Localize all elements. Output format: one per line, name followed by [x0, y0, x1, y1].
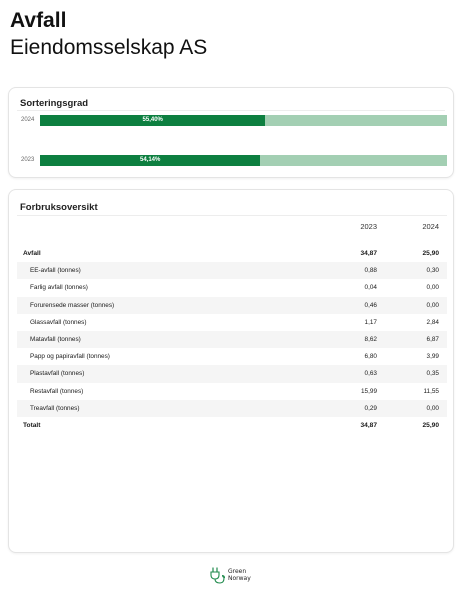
table-row[interactable]: Matavfall (tonnes) 8,62 6,87 — [17, 330, 447, 349]
row-label: EE-avfall (tonnes) — [30, 267, 81, 275]
table-header: 2023 2024 — [17, 215, 447, 245]
row-label: Plastavfall (tonnes) — [30, 370, 85, 378]
row-label: Matavfall (tonnes) — [30, 335, 81, 343]
row-value-2023: 0,29 — [364, 404, 377, 412]
plug-leaf-icon — [210, 567, 225, 584]
table-row[interactable]: Papp og papiravfall (tonnes) 6,80 3,99 — [17, 348, 447, 365]
row-value-2023: 0,04 — [364, 284, 377, 292]
row-value-2023: 15,99 — [361, 387, 377, 395]
table-row[interactable]: Treavfall (tonnes) 0,29 0,00 — [17, 399, 447, 417]
row-value-2023: 1,17 — [364, 318, 377, 326]
column-header-2023: 2023 — [360, 222, 377, 231]
row-label: Papp og papiravfall (tonnes) — [30, 353, 110, 361]
column-header-2024: 2024 — [422, 222, 439, 231]
table-row-total: Totalt 34,87 25,90 — [17, 417, 447, 434]
row-value-2023: 0,46 — [364, 301, 377, 309]
row-value-2024: 0,35 — [426, 370, 439, 378]
table-body: EE-avfall (tonnes) 0,88 0,30 Farlig avfall … — [17, 262, 447, 417]
row-value-2023: 8,62 — [364, 335, 377, 343]
row-value-2024: 0,00 — [426, 284, 439, 292]
divider — [17, 110, 445, 111]
row-value-2024: 2,84 — [426, 318, 439, 326]
sorting-card-title: Sorteringsgrad — [20, 98, 89, 109]
row-value-2024: 11,55 — [423, 387, 439, 395]
row-label: Glassavfall (tonnes) — [30, 318, 87, 326]
table-row[interactable]: EE-avfall (tonnes) 0,88 0,30 — [17, 262, 447, 280]
logo-text-line2: Norway — [228, 574, 251, 582]
row-label: Restavfall (tonnes) — [30, 387, 84, 395]
row-label: Farlig avfall (tonnes) — [30, 284, 88, 292]
bar-value-label: 55,40% — [142, 117, 163, 123]
page-subtitle: Eiendomsselskap AS — [10, 36, 208, 59]
sorting-bar-row-2023: 2023 54,14% — [9, 155, 453, 167]
table-row[interactable]: Restavfall (tonnes) 15,99 11,55 — [17, 383, 447, 400]
row-value-2023: 6,80 — [364, 353, 377, 361]
usage-card: Forbruksoversikt 2023 2024 Avfall 34,87 … — [8, 189, 454, 553]
row-label: Totalt — [23, 421, 41, 429]
row-label: Forurensede masser (tonnes) — [30, 301, 115, 309]
row-value-2023: 0,88 — [364, 267, 377, 275]
sorting-bar-row-2024: 2024 55,40% — [9, 115, 453, 127]
sorting-card: Sorteringsgrad 2024 55,40% 2023 54,14% — [8, 87, 454, 178]
row-value-2024: 25,90 — [422, 250, 439, 257]
table-row[interactable]: Farlig avfall (tonnes) 0,04 0,00 — [17, 279, 447, 296]
row-label: Avfall — [23, 250, 41, 257]
bar-year-label: 2023 — [21, 157, 35, 163]
bar-year-label: 2024 — [21, 117, 35, 123]
usage-table: 2023 2024 Avfall 34,87 25,90 EE-avfall (… — [17, 215, 447, 434]
row-value-2024: 0,00 — [426, 301, 439, 309]
page-title: Avfall — [10, 9, 67, 32]
bar-fill — [40, 155, 261, 166]
row-value-2023: 34,87 — [360, 250, 377, 257]
row-value-2024: 0,30 — [426, 267, 439, 275]
row-value-2023: 0,63 — [364, 370, 377, 378]
row-value-2024: 6,87 — [426, 335, 439, 343]
bar-track[interactable]: 55,40% — [40, 115, 447, 126]
table-row[interactable]: Glassavfall (tonnes) 1,17 2,84 — [17, 314, 447, 331]
usage-card-title: Forbruksoversikt — [20, 202, 98, 213]
row-value-2024: 25,90 — [422, 421, 439, 429]
table-row[interactable]: Forurensede masser (tonnes) 0,46 0,00 — [17, 296, 447, 314]
row-value-2023: 34,87 — [360, 421, 377, 429]
row-value-2024: 3,99 — [426, 353, 439, 361]
row-label: Treavfall (tonnes) — [30, 404, 80, 412]
logo-text-line1: Green — [228, 568, 247, 575]
table-row-group[interactable]: Avfall 34,87 25,90 — [17, 245, 447, 262]
logo-text: Green Norway — [228, 568, 251, 582]
row-value-2024: 0,00 — [426, 404, 439, 412]
green-norway-logo: Green Norway — [208, 566, 256, 586]
bar-value-label: 54,14% — [139, 157, 161, 163]
bar-track[interactable]: 54,14% — [40, 155, 447, 166]
bar-fill — [40, 115, 266, 126]
table-row[interactable]: Plastavfall (tonnes) 0,63 0,35 — [17, 365, 447, 383]
